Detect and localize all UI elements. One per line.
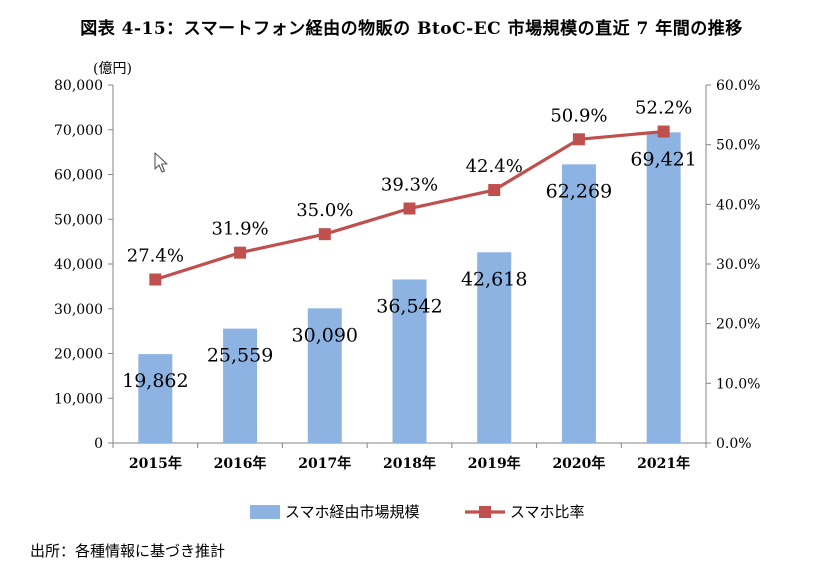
y-tick-label: 80,000 (54, 78, 103, 94)
legend-label-bar: スマホ経由市場規模 (285, 503, 420, 521)
x-tick-label: 2015年 (129, 455, 182, 472)
bar (561, 164, 596, 443)
line-data-label: 39.3% (381, 175, 438, 196)
line-data-label: 42.4% (466, 156, 523, 177)
line-data-label: 52.2% (635, 98, 692, 119)
y-tick-label: 10,000 (54, 391, 103, 407)
y-tick-label: 0 (94, 436, 103, 452)
x-tick-label: 2017年 (298, 455, 351, 472)
x-tick-label: 2018年 (383, 455, 436, 472)
line-data-label: 50.9% (550, 105, 607, 126)
line-point (572, 133, 585, 146)
bar-data-label: 30,090 (292, 324, 358, 346)
y2-tick-label: 60.0% (716, 78, 760, 94)
line-data-label: 31.9% (211, 219, 268, 240)
source-note: 出所：各種情報に基づき推計 (30, 542, 226, 560)
x-tick-label: 2020年 (552, 455, 605, 472)
bar-data-label: 42,618 (461, 268, 527, 290)
line-point (488, 184, 501, 197)
bar (392, 279, 427, 443)
bar-data-label: 25,559 (207, 345, 273, 367)
bar (223, 328, 258, 443)
x-tick-label: 2019年 (468, 455, 521, 472)
line-point (657, 125, 670, 138)
line-data-label: 27.4% (127, 246, 184, 267)
y-tick-label: 50,000 (54, 212, 103, 228)
legend-swatch-marker (479, 506, 491, 518)
y2-tick-label: 10.0% (716, 376, 760, 392)
line-point (234, 246, 247, 259)
y2-tick-label: 20.0% (716, 317, 760, 333)
y-unit-label: (億円) (93, 61, 132, 77)
x-tick-label: 2016年 (214, 455, 267, 472)
bar (138, 354, 173, 443)
y2-tick-label: 40.0% (716, 197, 760, 213)
legend-label-line: スマホ比率 (510, 503, 585, 521)
bar-data-label: 19,862 (122, 370, 188, 392)
y2-tick-label: 50.0% (716, 138, 760, 154)
line-data-label: 35.0% (296, 200, 353, 221)
y-tick-label: 40,000 (54, 257, 103, 273)
x-tick-label: 2021年 (637, 455, 690, 472)
bar-data-label: 36,542 (376, 295, 442, 317)
bar (477, 252, 512, 443)
y-tick-label: 60,000 (54, 168, 103, 184)
bar-data-label: 69,421 (630, 148, 696, 170)
bar-data-label: 62,269 (546, 180, 612, 202)
chart-title: 図表 4-15：スマートフォン経由の物販の BtoC-EC 市場規模の直近 7 … (80, 19, 743, 39)
line-point (318, 228, 331, 241)
y2-tick-label: 30.0% (716, 257, 760, 273)
y2-tick-label: 0.0% (716, 436, 752, 452)
y-tick-label: 20,000 (54, 347, 103, 363)
y-tick-label: 30,000 (54, 302, 103, 318)
bar (307, 308, 342, 443)
line-point (403, 202, 416, 215)
bar (646, 132, 681, 444)
legend-swatch-bar (250, 505, 280, 519)
mouse-pointer-icon (154, 152, 170, 178)
y-tick-label: 70,000 (54, 123, 103, 139)
line-point (149, 273, 162, 286)
